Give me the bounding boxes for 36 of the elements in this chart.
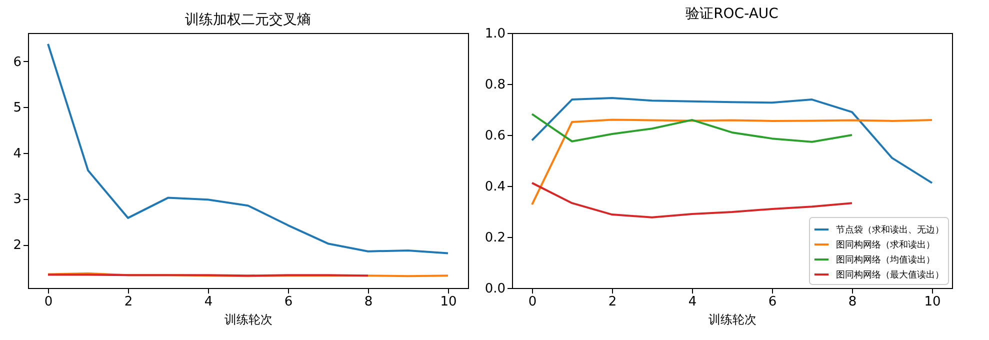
x-tick-label: 6 (284, 294, 293, 310)
x-tick-label: 2 (124, 294, 133, 310)
chart-title: 训练加权二元交叉熵 (185, 12, 311, 28)
y-tick-label: 0.0 (484, 282, 506, 296)
y-tick-label: 6 (13, 54, 22, 70)
legend-label: 图同构网络（均值读出） (836, 254, 935, 266)
y-tick-label: 1.0 (484, 26, 506, 42)
y-tick-label: 4 (13, 146, 22, 162)
y-tick-label: 0.2 (484, 230, 506, 246)
x-tick-label: 8 (364, 294, 373, 310)
y-tick-label: 0.6 (484, 128, 506, 144)
y-tick-label: 3 (13, 192, 22, 208)
x-tick-label: 4 (204, 294, 213, 310)
x-tick-label: 10 (924, 294, 941, 310)
legend-label: 节点袋（求和读出、无边） (836, 224, 944, 236)
x-axis-title: 训练轮次 (708, 312, 756, 326)
line-series (47, 42, 449, 254)
line-series (531, 113, 853, 143)
y-tick-label: 0.4 (484, 180, 506, 194)
legend-label: 图同构网络（最大值读出） (836, 270, 944, 280)
x-tick-label: 0 (44, 294, 53, 310)
y-tick-label: 5 (13, 100, 22, 116)
x-tick-label: 6 (768, 294, 777, 310)
x-tick-label: 10 (440, 294, 457, 310)
chart-title: 验证ROC-AUC (686, 6, 779, 22)
line-series (531, 182, 853, 218)
x-tick-label: 8 (848, 294, 857, 310)
legend-label: 图同构网络（求和读出） (836, 240, 935, 250)
y-tick-label: 0.8 (484, 78, 506, 92)
line-series (531, 118, 933, 206)
x-axis-title: 训练轮次 (224, 312, 272, 326)
line-series (531, 97, 933, 184)
x-tick-label: 2 (608, 294, 617, 310)
x-tick-label: 4 (688, 294, 697, 310)
y-tick-label: 2 (13, 238, 22, 254)
x-tick-label: 0 (528, 294, 537, 310)
